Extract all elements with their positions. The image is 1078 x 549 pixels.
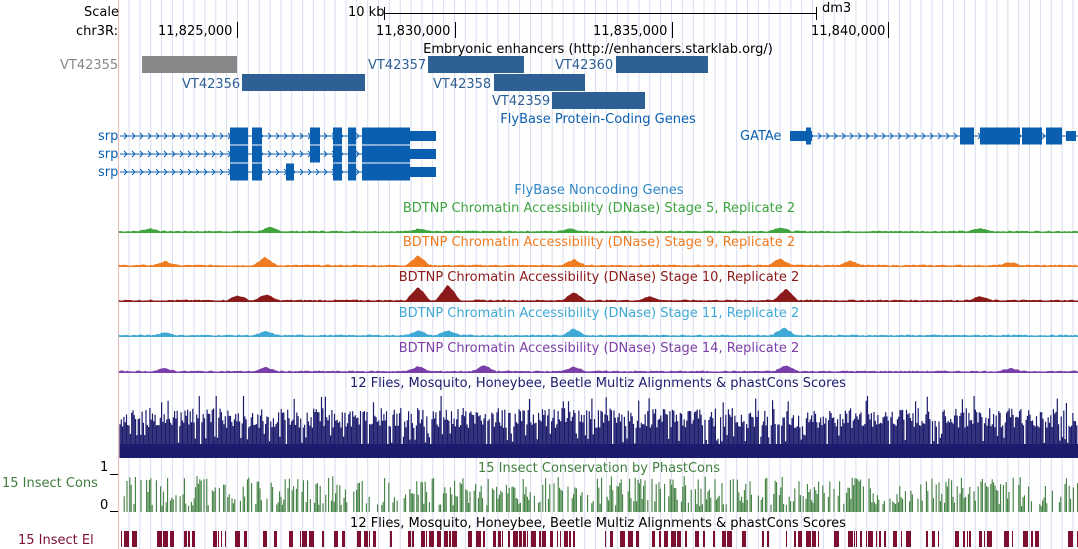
ruler-position: 11,830,000 <box>376 24 451 39</box>
track-title-dnase-stage9[interactable]: BDTNP Chromatin Accessibility (DNase) St… <box>402 235 796 250</box>
track-title-dnase-stage14[interactable]: BDTNP Chromatin Accessibility (DNase) St… <box>398 341 800 356</box>
scale-bar-label: 10 kb <box>348 5 385 20</box>
dnase-signal-track[interactable] <box>118 255 1078 267</box>
track-title-phastcons[interactable]: 15 Insect Conservation by PhastCons <box>477 461 721 476</box>
feature-label-vt42360[interactable]: VT42360 <box>555 58 614 73</box>
ruler-position: 11,825,000 <box>158 24 233 39</box>
gene-srp-1[interactable] <box>120 127 436 145</box>
dnase-signal-track[interactable] <box>118 285 1078 302</box>
scale-bar <box>384 7 817 20</box>
enhancer-feature[interactable] <box>242 74 365 91</box>
track-title-protein-coding[interactable]: FlyBase Protein-Coding Genes <box>500 112 696 127</box>
feature-label-vt42356[interactable]: VT42356 <box>182 77 241 92</box>
enhancer-feature[interactable] <box>142 56 237 73</box>
track-title-dnase-stage5[interactable]: BDTNP Chromatin Accessibility (DNase) St… <box>402 201 796 216</box>
track-title-enhancers[interactable]: Embryonic enhancers (http://enhancers.st… <box>423 42 773 57</box>
track-title-dnase-stage11[interactable]: BDTNP Chromatin Accessibility (DNase) St… <box>398 306 800 321</box>
scale-label: Scale <box>84 5 119 20</box>
enhancer-features <box>142 56 708 109</box>
side-label-phastcons[interactable]: 15 Insect Cons <box>2 476 98 491</box>
enhancer-feature[interactable] <box>428 56 524 73</box>
side-label-elements[interactable]: 15 Insect El <box>18 533 94 548</box>
multiz-signal <box>119 396 1078 458</box>
enhancer-feature[interactable] <box>552 92 645 109</box>
chrom-label: chr3R: <box>76 24 119 39</box>
conserved-elements-signal <box>121 531 1078 547</box>
gene-label-srp[interactable]: srp <box>98 129 119 144</box>
feature-label-vt42355[interactable]: VT42355 <box>60 58 119 73</box>
axis-label-bottom: 0 <box>100 498 109 513</box>
enhancer-feature[interactable] <box>494 74 585 91</box>
feature-label-vt42358[interactable]: VT42358 <box>433 77 492 92</box>
track-title-noncoding[interactable]: FlyBase Noncoding Genes <box>514 183 684 198</box>
phastcons-signal <box>110 474 1078 512</box>
dnase-signal-track[interactable] <box>118 327 1078 337</box>
ruler-ticks <box>237 22 889 38</box>
dnase-signal-track[interactable] <box>118 226 1078 233</box>
track-title-multiz[interactable]: 12 Flies, Mosquito, Honeybee, Beetle Mul… <box>350 376 846 391</box>
feature-label-vt42357[interactable]: VT42357 <box>368 58 427 73</box>
gene-gatae[interactable] <box>790 127 1078 145</box>
axis-label-top: 1 <box>100 460 109 475</box>
gene-label-srp[interactable]: srp <box>98 165 119 180</box>
gene-label-srp[interactable]: srp <box>98 147 119 162</box>
dnase-signal-track[interactable] <box>118 365 1078 373</box>
enhancer-feature[interactable] <box>616 56 708 73</box>
track-title-dnase-stage10[interactable]: BDTNP Chromatin Accessibility (DNase) St… <box>398 270 800 285</box>
gene-label-gatae[interactable]: GATAe <box>740 129 782 144</box>
gene-srp-2[interactable] <box>120 145 436 163</box>
feature-label-vt42359[interactable]: VT42359 <box>492 94 551 109</box>
gene-srp-3[interactable] <box>120 163 436 181</box>
gene-features <box>120 127 1078 181</box>
assembly-label: dm3 <box>822 1 852 16</box>
track-title-elements[interactable]: 12 Flies, Mosquito, Honeybee, Beetle Mul… <box>350 516 846 531</box>
ruler-position: 11,840,000 <box>811 24 886 39</box>
ruler-position: 11,835,000 <box>593 24 668 39</box>
dnase-signals <box>118 226 1078 373</box>
